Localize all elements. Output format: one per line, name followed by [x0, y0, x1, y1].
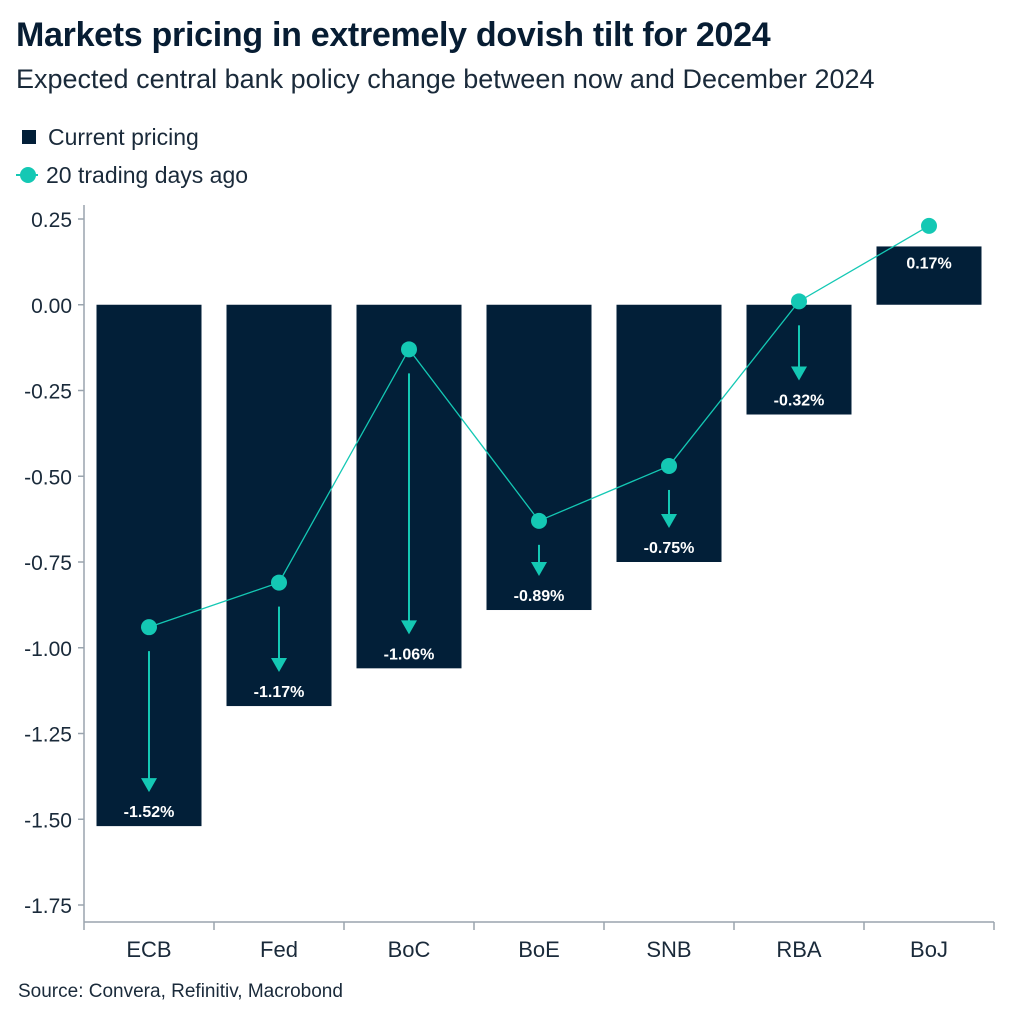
- y-tick-label: 0.00: [31, 295, 72, 318]
- down-arrow-boc: [401, 373, 417, 635]
- legend-item-current: Current pricing: [16, 118, 248, 156]
- down-arrow-rba: [791, 325, 807, 381]
- legend-swatch-line: [16, 165, 38, 185]
- down-arrow-fed: [271, 606, 287, 673]
- marker-past-snb: [661, 457, 677, 474]
- chart-subtitle: Expected central bank policy change betw…: [16, 64, 875, 94]
- arrow-head: [661, 514, 677, 528]
- down-arrow-boe: [531, 544, 547, 577]
- legend: Current pricing 20 trading days ago: [16, 118, 248, 194]
- source-note: Source: Convera, Refinitiv, Macrobond: [18, 981, 343, 1002]
- x-tick-label: BoE: [518, 937, 560, 962]
- data-label-rba: -0.32%: [774, 393, 825, 410]
- down-arrow-ecb: [141, 651, 157, 793]
- x-tick-label: Fed: [260, 937, 298, 962]
- y-tick-label: -0.75: [24, 552, 72, 575]
- down-arrow-snb: [661, 489, 677, 528]
- y-tick-label: -1.00: [24, 638, 72, 661]
- y-tick-label: -1.75: [24, 895, 72, 918]
- legend-swatch-bar: [22, 130, 36, 144]
- data-label-snb: -0.75%: [644, 540, 695, 557]
- arrow-head: [271, 658, 287, 673]
- data-label-boj: 0.17%: [906, 255, 951, 272]
- bar-boj: [876, 246, 982, 305]
- x-tick-label: RBA: [776, 937, 822, 962]
- legend-label-past: 20 trading days ago: [46, 161, 249, 188]
- marker-past-fed: [271, 574, 287, 591]
- arrow-head: [141, 778, 157, 793]
- legend-label-current: Current pricing: [48, 123, 199, 150]
- chart-title: Markets pricing in extremely dovish tilt…: [16, 16, 771, 54]
- marker-past-boe: [531, 512, 547, 529]
- y-tick-label: -1.25: [24, 724, 72, 747]
- marker-past-rba: [791, 293, 807, 310]
- marker-past-ecb: [141, 619, 157, 636]
- y-tick-label: -0.25: [24, 381, 72, 404]
- legend-item-past: 20 trading days ago: [16, 156, 248, 194]
- arrow-head: [531, 562, 547, 577]
- y-tick-label: -1.50: [24, 809, 72, 832]
- arrow-head: [401, 620, 417, 635]
- data-label-ecb: -1.52%: [124, 804, 175, 821]
- data-label-fed: -1.17%: [254, 684, 305, 701]
- marker-past-boc: [401, 341, 417, 358]
- x-tick-label: ECB: [126, 937, 171, 962]
- data-label-boe: -0.89%: [514, 588, 565, 605]
- y-tick-label: 0.25: [31, 209, 72, 232]
- y-tick-label: -0.50: [24, 466, 72, 489]
- arrow-head: [791, 366, 807, 381]
- x-tick-label: SNB: [646, 937, 691, 962]
- x-tick-label: BoJ: [910, 937, 948, 962]
- x-tick-label: BoC: [388, 937, 431, 962]
- marker-past-boj: [921, 217, 937, 234]
- data-label-boc: -1.06%: [384, 646, 435, 663]
